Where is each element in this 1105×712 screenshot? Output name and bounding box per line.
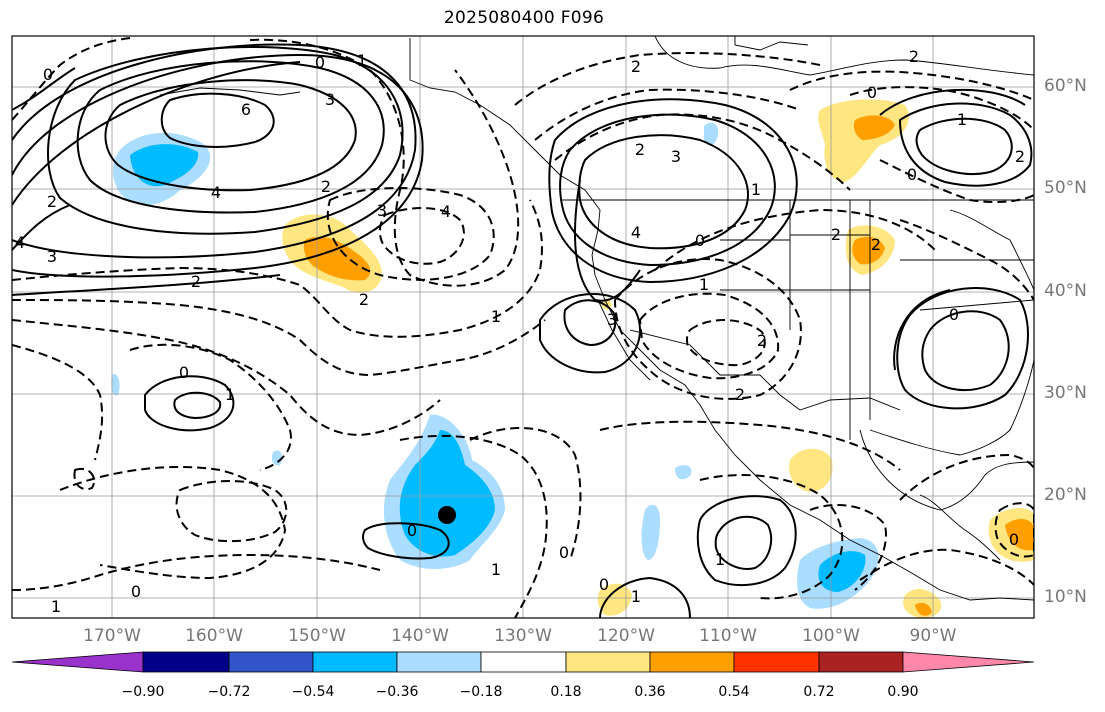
positive-shading (282, 99, 1034, 618)
contour-label: 2 (757, 331, 767, 350)
lon-label: 140°W (391, 626, 449, 646)
contour-label: 0 (559, 543, 569, 562)
lat-label: 50°N (1044, 178, 1087, 198)
contour-label: 2 (631, 57, 641, 76)
lon-label: 130°W (494, 626, 552, 646)
contour-label: 0 (867, 83, 877, 102)
colorbar-segment (733, 651, 820, 673)
contour-label: 2 (191, 272, 201, 291)
contour-label: 1 (357, 51, 367, 70)
lat-label: 30°N (1044, 383, 1087, 403)
contour-label: 1 (225, 385, 235, 404)
contour-label: 0 (131, 582, 141, 601)
colorbar-tick-label: −0.54 (291, 684, 335, 700)
colorbar-segment (228, 651, 314, 673)
contour-label: 1 (491, 560, 501, 579)
contour-label: 3 (47, 247, 57, 266)
contour-label: 1 (957, 110, 967, 129)
lat-label: 40°N (1044, 281, 1087, 301)
colorbar-tick-label: 0.36 (634, 684, 666, 700)
colorbar-tick-label: 0.18 (550, 684, 582, 700)
contour-label: 3 (607, 310, 617, 329)
contour-label: 3 (325, 90, 335, 109)
colorbar-segment (818, 651, 904, 673)
colorbar-under-arrow (11, 651, 144, 673)
contour-label: 0 (907, 165, 917, 184)
contour-label: 4 (441, 202, 451, 221)
colorbar-tick-label: −0.72 (207, 684, 251, 700)
contour-label: 0 (949, 305, 959, 324)
contour-label: 0 (407, 521, 417, 540)
lon-label: 90°W (909, 626, 957, 646)
contour-label: 2 (909, 47, 919, 66)
contour-label: 6 (241, 100, 251, 119)
colorbar-segment (312, 651, 398, 673)
colorbar-tick-label: −0.36 (375, 684, 419, 700)
contour-label: 1 (491, 307, 501, 326)
map-frame (11, 35, 1035, 619)
contour-label: 4 (631, 223, 641, 242)
storm-center-marker (438, 506, 456, 524)
contour-label: 0 (599, 575, 609, 594)
lon-label: 100°W (802, 626, 860, 646)
colorbar-segment (142, 651, 230, 673)
colorbar-segment (649, 651, 735, 673)
colorbar-segment (396, 651, 482, 673)
positive-contours (12, 43, 1033, 618)
contour-label: 0 (695, 231, 705, 250)
contour-label: 2 (47, 192, 57, 211)
contour-label: 1 (631, 587, 641, 606)
contour-label: 0 (1009, 530, 1019, 549)
contour-label: 2 (359, 290, 369, 309)
lat-label: 10°N (1044, 587, 1087, 607)
contour-label: 1 (699, 275, 709, 294)
contour-label: 1 (751, 180, 761, 199)
colorbar-segment (565, 651, 651, 673)
lon-label: 160°W (185, 626, 243, 646)
lat-label: 60°N (1044, 76, 1087, 96)
contour-label: 4 (15, 233, 25, 252)
contour-label: 3 (671, 147, 681, 166)
lon-label: 150°W (288, 626, 346, 646)
contour-label-layer: 0 0 2 3 6 4 2 3 2 3 4 2 1 2 3 4 0 2 0 0 … (15, 47, 1025, 616)
lat-label: 20°N (1044, 485, 1087, 505)
contour-label: 1 (715, 550, 725, 569)
contour-label: 4 (211, 183, 221, 202)
negative-contours (12, 37, 1034, 618)
colorbar-segment (480, 651, 567, 673)
contour-label: 2 (735, 385, 745, 404)
colorbar-over-arrow (902, 651, 1035, 673)
colorbar-tick-label: 0.72 (803, 684, 835, 700)
contour-label: 2 (1015, 147, 1025, 166)
contour-label: 2 (871, 235, 881, 254)
contour-label: 0 (179, 363, 189, 382)
contour-label: 2 (831, 225, 841, 244)
lon-label: 170°W (83, 626, 141, 646)
colorbar (11, 651, 1035, 673)
coastlines (159, 36, 1034, 601)
contour-label: 2 (321, 177, 331, 196)
map-title: 2025080400 F096 (443, 8, 605, 28)
contour-label: 2 (635, 140, 645, 159)
contour-label: 0 (315, 53, 325, 72)
contour-label: 3 (377, 201, 387, 220)
colorbar-tick-label: 0.54 (718, 684, 750, 700)
colorbar-tick-label: −0.18 (459, 684, 503, 700)
colorbar-tick-label: 0.90 (887, 684, 919, 700)
colorbar-tick-label: −0.90 (121, 684, 165, 700)
contour-label: 1 (51, 597, 61, 616)
lon-label: 120°W (597, 626, 655, 646)
contour-label: 0 (43, 65, 53, 84)
lon-label: 110°W (699, 626, 757, 646)
